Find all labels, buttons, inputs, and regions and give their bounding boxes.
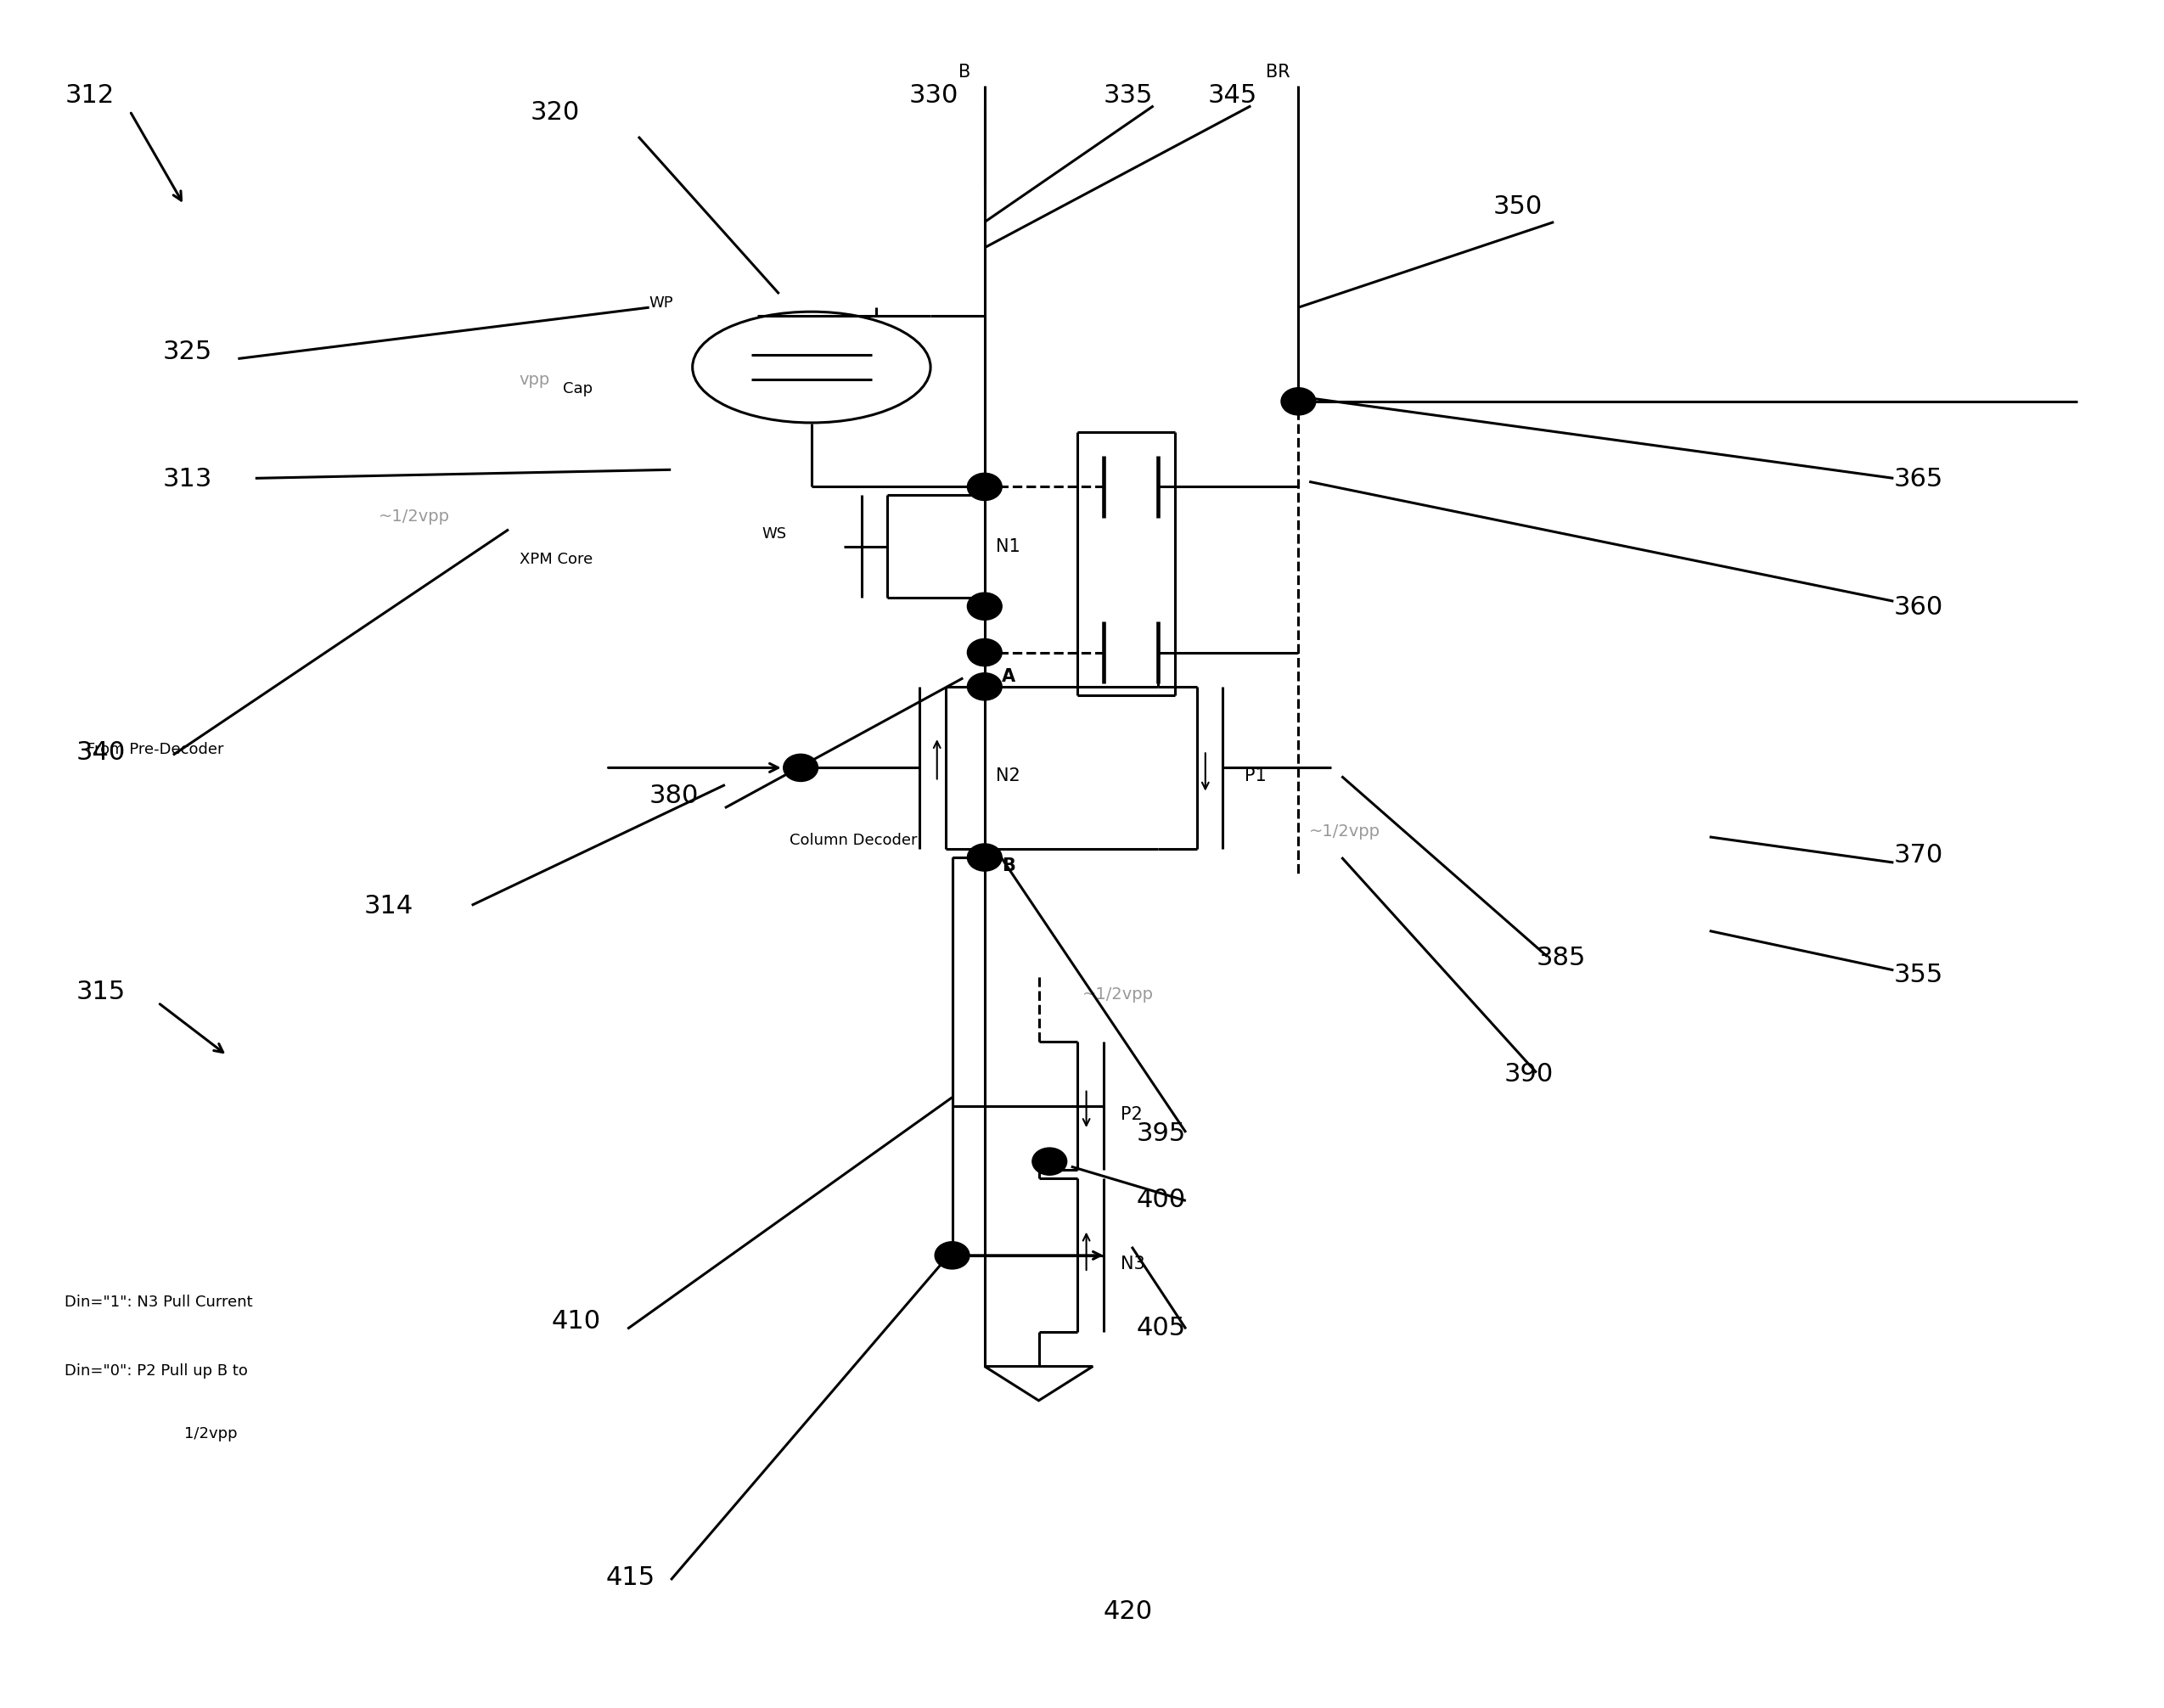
Text: 390: 390	[1504, 1062, 1554, 1086]
Circle shape	[935, 1242, 969, 1269]
Text: 355: 355	[1894, 963, 1943, 987]
Text: 320: 320	[530, 101, 580, 125]
Text: 335: 335	[1104, 84, 1153, 108]
Text: XPM Core: XPM Core	[519, 552, 593, 567]
Text: P2: P2	[1121, 1107, 1143, 1122]
Text: 314: 314	[364, 895, 413, 919]
Text: 330: 330	[909, 84, 959, 108]
Text: 385: 385	[1536, 946, 1586, 970]
Text: 395: 395	[1136, 1122, 1186, 1146]
Text: N2: N2	[995, 769, 1019, 784]
Text: 370: 370	[1894, 844, 1943, 868]
Text: N1: N1	[995, 538, 1019, 555]
Circle shape	[967, 673, 1002, 700]
Text: N3: N3	[1121, 1255, 1145, 1272]
Text: 405: 405	[1136, 1317, 1186, 1341]
Circle shape	[967, 639, 1002, 666]
Circle shape	[783, 755, 818, 782]
Text: 420: 420	[1104, 1600, 1153, 1624]
Circle shape	[1281, 388, 1316, 415]
Text: Din="0": P2 Pull up B to: Din="0": P2 Pull up B to	[65, 1363, 249, 1378]
Text: WP: WP	[649, 295, 673, 311]
Text: 415: 415	[606, 1566, 656, 1590]
Text: Cap: Cap	[563, 381, 593, 396]
Text: 315: 315	[76, 980, 126, 1004]
Text: 313: 313	[162, 468, 212, 492]
Text: 350: 350	[1493, 195, 1543, 219]
Text: P1: P1	[1244, 769, 1266, 784]
Text: From Pre-Decoder: From Pre-Decoder	[87, 743, 223, 757]
Text: 340: 340	[76, 741, 126, 765]
Text: 325: 325	[162, 340, 212, 364]
Text: BR: BR	[1266, 63, 1290, 80]
Text: ~1/2vpp: ~1/2vpp	[1309, 823, 1381, 839]
Text: B: B	[1002, 857, 1015, 874]
Text: 410: 410	[552, 1310, 602, 1334]
Text: ~1/2vpp: ~1/2vpp	[379, 509, 450, 524]
Text: Column Decoder: Column Decoder	[790, 834, 918, 847]
Circle shape	[967, 473, 1002, 500]
Text: 380: 380	[649, 784, 699, 808]
Circle shape	[1032, 1148, 1067, 1175]
Text: Din="1": N3 Pull Current: Din="1": N3 Pull Current	[65, 1295, 253, 1310]
Text: 360: 360	[1894, 596, 1943, 620]
Text: B: B	[959, 63, 972, 80]
Circle shape	[967, 593, 1002, 620]
Text: 400: 400	[1136, 1189, 1186, 1213]
Text: ~1/2vpp: ~1/2vpp	[1082, 987, 1153, 1003]
Text: WS: WS	[762, 526, 786, 541]
Text: A: A	[1002, 668, 1015, 685]
Text: 1/2vpp: 1/2vpp	[184, 1426, 238, 1442]
Text: vpp: vpp	[519, 372, 550, 388]
Text: 365: 365	[1894, 468, 1943, 492]
Text: 312: 312	[65, 84, 115, 108]
Text: 345: 345	[1208, 84, 1257, 108]
Circle shape	[967, 844, 1002, 871]
